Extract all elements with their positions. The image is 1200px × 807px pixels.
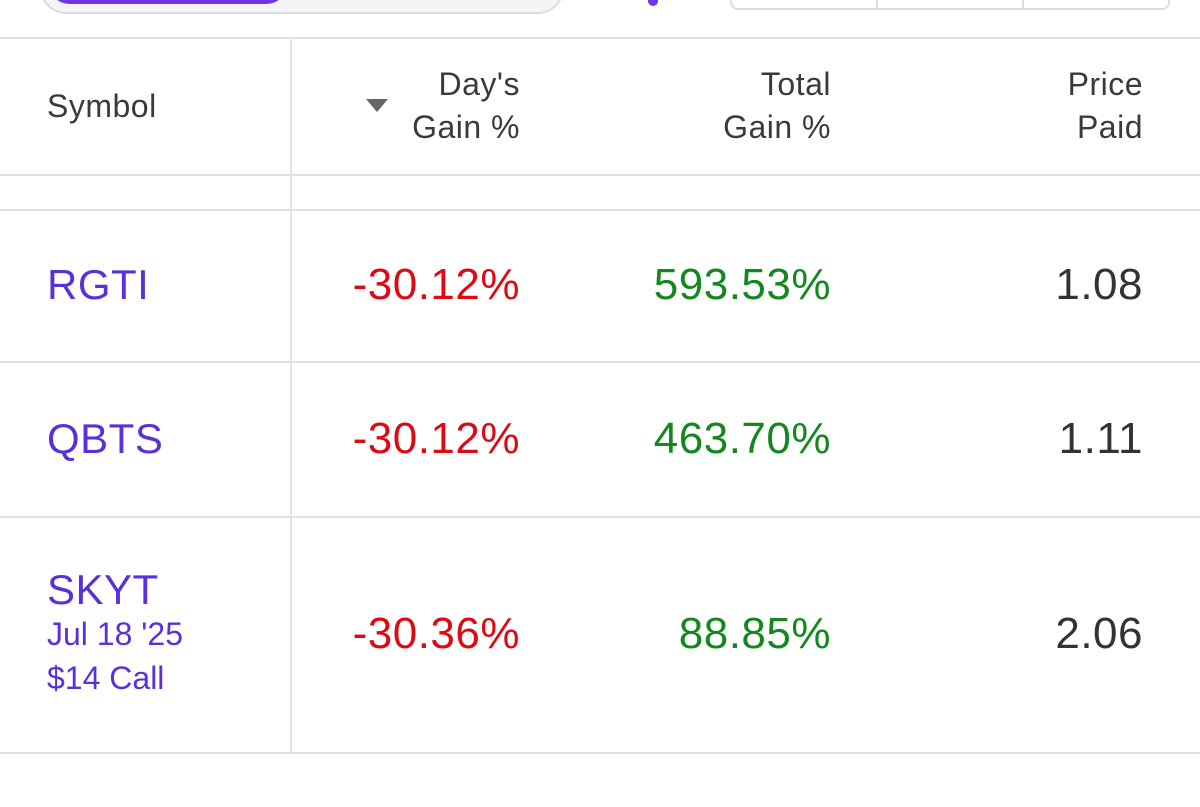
day-gain: -30.36%: [352, 609, 520, 658]
symbol-link[interactable]: RGTI: [47, 261, 150, 308]
price-paid: 1.08: [1055, 260, 1143, 309]
total-gain: 463.70%: [653, 413, 831, 463]
price-paid: 2.06: [1055, 609, 1143, 658]
column-header: Symbol: [47, 87, 157, 124]
column-header[interactable]: Gain %: [412, 109, 520, 145]
column-header: Price: [1067, 66, 1143, 102]
active-tab[interactable]: [48, 0, 288, 4]
option-detail: Jul 18 '25: [47, 616, 183, 652]
divider: [0, 209, 1200, 211]
column-header: Total: [760, 66, 831, 102]
total-gain: 88.85%: [678, 609, 831, 658]
divider: [0, 37, 1200, 39]
option-detail: $14 Call: [47, 660, 165, 696]
row-divider: [0, 361, 1200, 363]
symbol-link[interactable]: QBTS: [47, 414, 164, 462]
sort-indicator[interactable]: [366, 99, 388, 112]
row-divider: [0, 516, 1200, 518]
total-gain: 593.53%: [653, 260, 831, 309]
symbol-link[interactable]: SKYT: [47, 566, 159, 613]
column-header[interactable]: Day's: [438, 66, 520, 102]
column-divider: [290, 38, 292, 754]
button-divider: [1022, 0, 1024, 8]
divider: [0, 174, 1200, 176]
toolbar-icon[interactable]: [648, 0, 658, 6]
button-divider: [876, 0, 878, 8]
price-paid: 1.11: [1058, 413, 1143, 463]
day-gain: -30.12%: [352, 413, 520, 463]
row-divider: [0, 752, 1200, 754]
column-header: Gain %: [723, 109, 831, 145]
button-group[interactable]: [730, 0, 1170, 10]
column-header: Paid: [1076, 109, 1143, 145]
day-gain: -30.12%: [352, 260, 520, 309]
